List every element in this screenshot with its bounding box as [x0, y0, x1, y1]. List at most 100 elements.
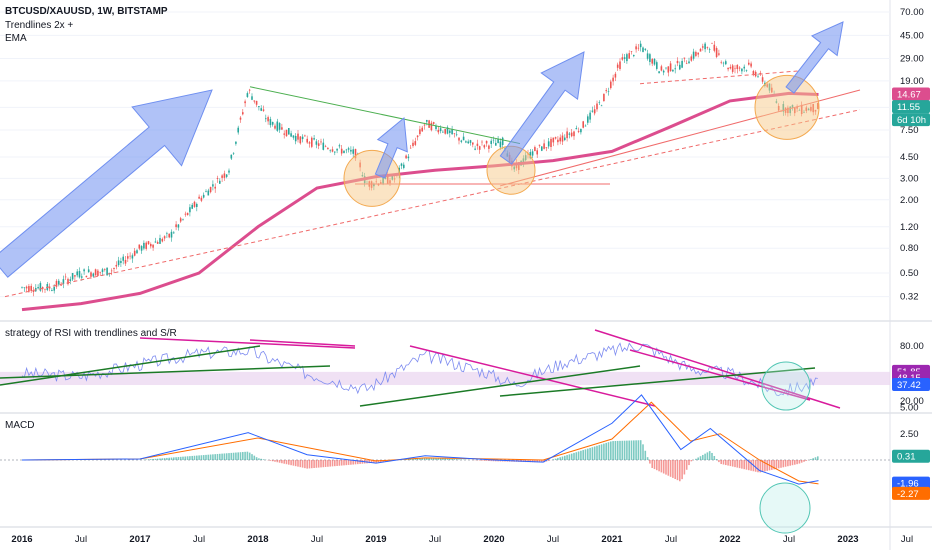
symbol-title: BTCUSD/XAUUSD, 1W, BITSTAMP: [5, 6, 168, 17]
candle-body: [122, 256, 124, 261]
macd-histogram-bar: [720, 460, 722, 465]
candle-body: [124, 259, 127, 264]
macd-histogram-bar: [225, 453, 228, 460]
candle-body: [221, 175, 223, 178]
candle-body: [37, 287, 39, 289]
time-tick-label: 2018: [247, 534, 268, 545]
price-tick-label: 29.00: [900, 54, 924, 65]
candle-body: [143, 242, 145, 249]
macd-histogram-bar: [713, 456, 716, 460]
macd-histogram-bar: [205, 454, 207, 460]
projection-arrow: [785, 21, 844, 94]
candle-body: [207, 190, 210, 196]
macd-histogram-bar: [757, 460, 759, 473]
candle-body: [570, 132, 573, 137]
time-tick-label: 2019: [365, 534, 386, 545]
macd-histogram-bar: [223, 453, 226, 460]
macd-histogram-bar: [766, 460, 768, 471]
candle-body: [545, 147, 548, 149]
macd-histogram-bar: [170, 457, 173, 460]
macd-histogram-bar: [184, 456, 187, 460]
macd-histogram-bar: [573, 452, 575, 460]
macd-histogram-bar: [439, 458, 442, 460]
candle-body: [610, 81, 612, 89]
macd-histogram-bar: [442, 458, 444, 460]
macd-histogram-bar: [336, 460, 338, 466]
candle-body: [159, 238, 161, 244]
macd-histogram-bar: [782, 460, 785, 468]
candle-body: [186, 212, 189, 216]
macd-histogram-bar: [683, 460, 686, 475]
macd-histogram-bar: [603, 443, 605, 460]
macd-histogram-bar: [347, 460, 350, 465]
candle-body: [405, 155, 407, 159]
candle-body: [642, 47, 644, 52]
candle-body: [276, 121, 279, 131]
macd-histogram-bar: [290, 460, 292, 466]
price-tick-label: 3.00: [900, 173, 919, 184]
macd-histogram-bar: [281, 460, 283, 464]
candle-body: [262, 109, 265, 111]
candle-body: [681, 60, 683, 68]
candle-body: [136, 250, 138, 254]
macd-tick-label: 5.00: [900, 403, 919, 414]
resistance-trendline: [249, 86, 521, 145]
macd-histogram-bar: [258, 458, 260, 460]
macd-histogram-bar: [248, 452, 251, 460]
macd-histogram-bar: [702, 454, 704, 460]
macd-histogram-bar: [722, 460, 725, 465]
macd-histogram-bar: [626, 440, 628, 460]
candle-body: [748, 62, 750, 65]
candle-body: [660, 66, 663, 71]
candle-body: [702, 46, 704, 48]
candle-body: [71, 272, 74, 280]
candle-body: [426, 119, 428, 122]
macd-histogram-bar: [221, 453, 223, 460]
candle-body: [48, 286, 51, 289]
macd-histogram-bar: [283, 460, 285, 464]
macd-histogram-bar: [623, 440, 626, 460]
candle-body: [354, 148, 357, 159]
macd-histogram-bar: [414, 458, 417, 460]
macd-histogram-bar: [764, 460, 766, 472]
macd-histogram-bar: [426, 457, 428, 460]
candle-body: [292, 135, 295, 138]
svg-text:37.42: 37.42: [897, 380, 921, 391]
macd-histogram-bar: [685, 460, 688, 470]
macd-histogram-bar: [547, 460, 550, 461]
candle-body: [133, 250, 136, 256]
macd-histogram-bar: [239, 452, 242, 460]
time-tick-label: Jul: [311, 534, 323, 545]
macd-histogram-bar: [343, 460, 345, 466]
macd-histogram-bar: [317, 460, 320, 468]
macd-histogram-bar: [667, 460, 670, 476]
macd-histogram-bar: [538, 460, 541, 463]
macd-histogram-bar: [587, 448, 589, 460]
macd-histogram-bar: [616, 440, 619, 460]
macd-histogram-bar: [435, 458, 437, 460]
macd-histogram-bar: [320, 460, 322, 468]
candle-body: [106, 267, 108, 276]
macd-histogram-bar: [354, 460, 357, 465]
rsi-resistance-line: [409, 345, 656, 407]
candle-body: [465, 141, 467, 143]
time-tick-label: 2017: [129, 534, 150, 545]
candle-body: [55, 280, 58, 287]
candle-body: [676, 60, 679, 64]
macd-histogram-bar: [725, 460, 727, 466]
macd-histogram-bar: [207, 454, 210, 460]
macd-histogram-bar: [607, 442, 610, 460]
macd-histogram-bar: [262, 459, 265, 460]
macd-histogram-bar: [727, 460, 729, 466]
macd-histogram-bar: [582, 450, 584, 460]
candle-body: [722, 62, 725, 64]
rsi-line: [21, 342, 818, 397]
candle-body: [216, 178, 219, 179]
macd-histogram-bar: [324, 460, 327, 467]
macd-histogram-bar: [219, 453, 221, 460]
candle-body: [265, 118, 267, 120]
candle-body: [94, 269, 97, 276]
candle-body: [193, 201, 196, 207]
candle-body: [481, 141, 483, 143]
